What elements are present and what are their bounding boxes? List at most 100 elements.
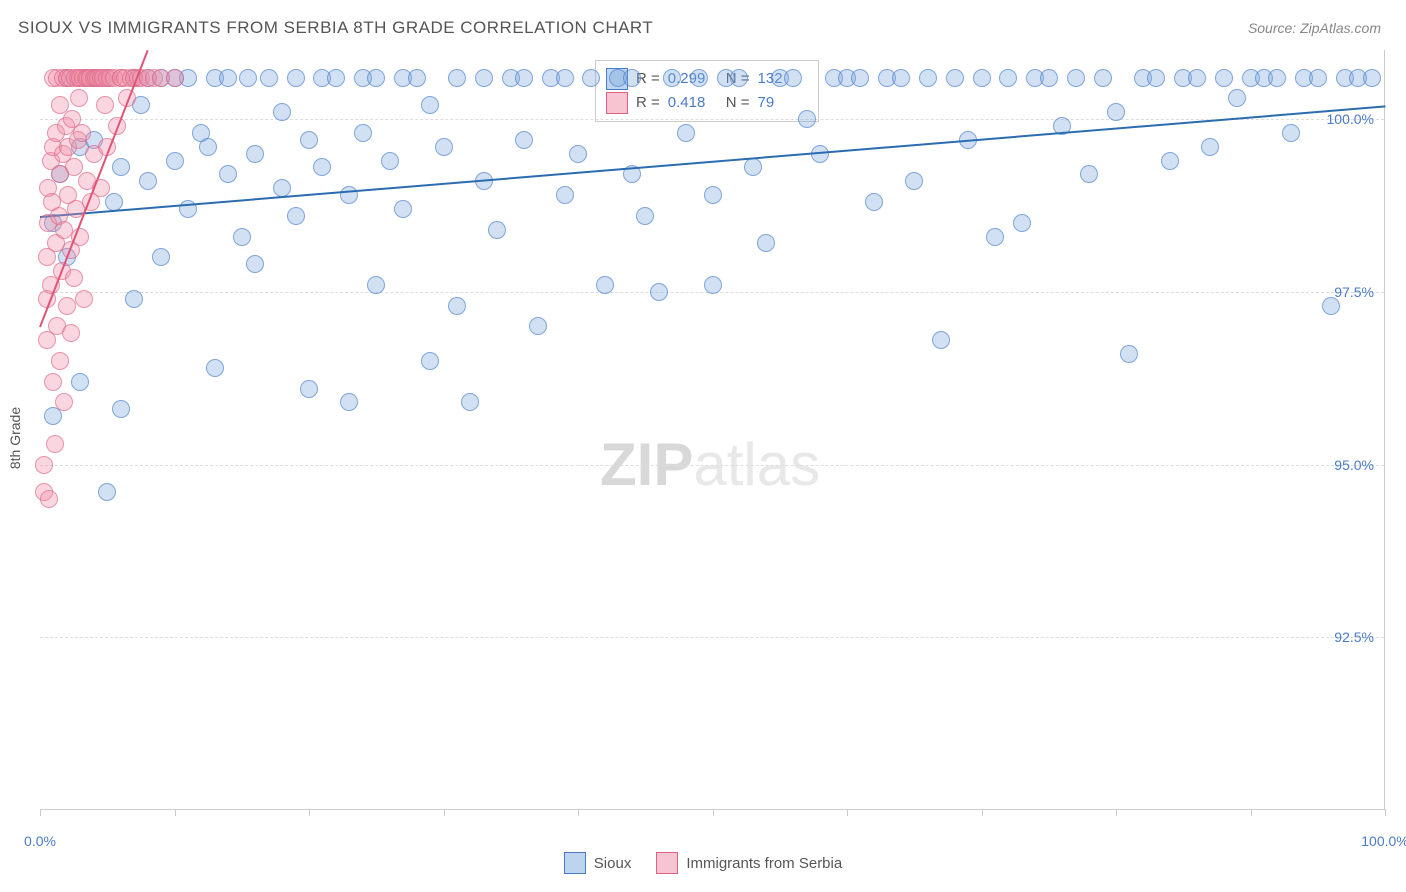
scatter-point — [690, 69, 708, 87]
scatter-point — [206, 359, 224, 377]
scatter-point — [1228, 89, 1246, 107]
scatter-point — [704, 276, 722, 294]
scatter-point — [999, 69, 1017, 87]
x-tick — [1116, 809, 1117, 816]
scatter-point — [65, 269, 83, 287]
stat-row-serbia: R = 0.418 N = 79 — [606, 91, 808, 115]
scatter-point — [677, 124, 695, 142]
scatter-point — [381, 152, 399, 170]
scatter-point — [35, 456, 53, 474]
scatter-point — [233, 228, 251, 246]
legend-item-sioux: Sioux — [564, 852, 632, 874]
scatter-point — [1309, 69, 1327, 87]
scatter-point — [105, 193, 123, 211]
y-tick-label: 100.0% — [1327, 111, 1374, 127]
scatter-point — [1040, 69, 1058, 87]
scatter-point — [1094, 69, 1112, 87]
scatter-point — [40, 490, 58, 508]
scatter-point — [582, 69, 600, 87]
x-tick — [444, 809, 445, 816]
scatter-point — [475, 69, 493, 87]
scatter-point — [1013, 214, 1031, 232]
scatter-point — [394, 200, 412, 218]
scatter-point — [44, 373, 62, 391]
scatter-point — [219, 165, 237, 183]
scatter-point — [1067, 69, 1085, 87]
scatter-point — [287, 69, 305, 87]
swatch-icon — [606, 92, 628, 114]
x-tick — [1385, 809, 1386, 816]
scatter-point — [246, 255, 264, 273]
scatter-point — [1120, 345, 1138, 363]
scatter-point — [650, 283, 668, 301]
scatter-point — [986, 228, 1004, 246]
scatter-point — [408, 69, 426, 87]
scatter-point — [421, 352, 439, 370]
scatter-point — [166, 69, 184, 87]
x-tick — [847, 809, 848, 816]
scatter-point — [287, 207, 305, 225]
y-tick-label: 97.5% — [1334, 284, 1374, 300]
source-attribution: Source: ZipAtlas.com — [1248, 20, 1381, 36]
scatter-point — [367, 69, 385, 87]
gridline-h — [40, 637, 1384, 638]
scatter-point — [166, 152, 184, 170]
scatter-point — [1107, 103, 1125, 121]
scatter-point — [112, 400, 130, 418]
y-axis-label: 8th Grade — [7, 407, 23, 469]
scatter-point — [1322, 297, 1340, 315]
stat-r-label: R = — [636, 91, 660, 115]
scatter-point — [973, 69, 991, 87]
scatter-point — [704, 186, 722, 204]
scatter-point — [1161, 152, 1179, 170]
scatter-point — [273, 179, 291, 197]
scatter-point — [556, 186, 574, 204]
scatter-point — [421, 96, 439, 114]
x-tick — [40, 809, 41, 816]
scatter-point — [367, 276, 385, 294]
legend-item-serbia: Immigrants from Serbia — [656, 852, 842, 874]
scatter-point — [636, 207, 654, 225]
x-tick-label: 0.0% — [24, 833, 56, 849]
scatter-point — [569, 145, 587, 163]
scatter-point — [919, 69, 937, 87]
scatter-point — [260, 69, 278, 87]
scatter-point — [851, 69, 869, 87]
chart-plot-area: ZIPatlas R = 0.299 N = 132 R = 0.418 N =… — [40, 50, 1385, 810]
scatter-point — [354, 124, 372, 142]
scatter-point — [300, 131, 318, 149]
scatter-point — [529, 317, 547, 335]
scatter-point — [663, 69, 681, 87]
scatter-point — [784, 69, 802, 87]
y-tick-label: 95.0% — [1334, 457, 1374, 473]
scatter-point — [46, 435, 64, 453]
scatter-point — [461, 393, 479, 411]
scatter-point — [71, 373, 89, 391]
scatter-point — [96, 96, 114, 114]
scatter-point — [1282, 124, 1300, 142]
gridline-h — [40, 465, 1384, 466]
stat-n-label: N = — [726, 91, 750, 115]
scatter-point — [340, 186, 358, 204]
scatter-point — [62, 324, 80, 342]
scatter-point — [51, 352, 69, 370]
gridline-h — [40, 119, 1384, 120]
scatter-point — [340, 393, 358, 411]
scatter-point — [865, 193, 883, 211]
scatter-point — [58, 297, 76, 315]
x-tick — [713, 809, 714, 816]
legend-label: Sioux — [594, 855, 632, 872]
scatter-point — [1080, 165, 1098, 183]
scatter-point — [932, 331, 950, 349]
scatter-point — [1363, 69, 1381, 87]
stat-r-value: 0.418 — [668, 91, 718, 115]
scatter-point — [139, 172, 157, 190]
scatter-point — [55, 393, 73, 411]
scatter-point — [435, 138, 453, 156]
scatter-point — [199, 138, 217, 156]
swatch-icon — [564, 852, 586, 874]
scatter-point — [515, 131, 533, 149]
y-tick-label: 92.5% — [1334, 629, 1374, 645]
scatter-point — [744, 158, 762, 176]
chart-title: SIOUX VS IMMIGRANTS FROM SERBIA 8TH GRAD… — [18, 18, 653, 38]
